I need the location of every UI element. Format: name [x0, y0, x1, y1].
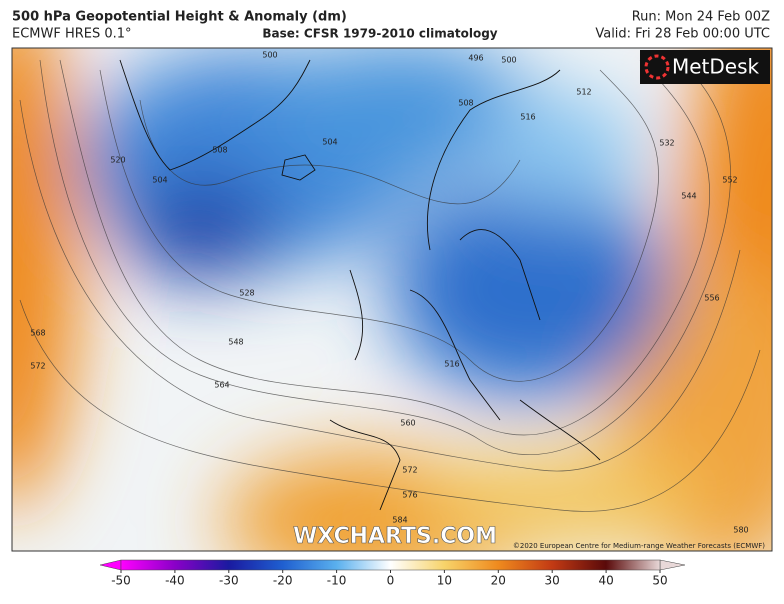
contour-label: 576: [402, 491, 417, 500]
colorbar-gradient: [120, 559, 661, 571]
map: 496 500 500 504 508 504 508 512 516 520 528 532 544 5…: [12, 48, 772, 551]
contour-label: 500: [262, 51, 277, 60]
contour-labels: 496 500 500 504 508 504 508 512 516 520 528 532 544 5…: [30, 51, 748, 535]
contour-label: 572: [402, 466, 417, 475]
contour-label: 508: [458, 99, 473, 108]
contour-label: 504: [152, 176, 167, 185]
contour-label: 520: [110, 156, 125, 165]
colorbar-tick-label: -10: [327, 574, 347, 588]
contour-label: 508: [212, 146, 227, 155]
contour-label: 560: [400, 419, 415, 428]
model: ECMWF HRES 0.1°: [12, 27, 132, 42]
colorbar-tick-label: 0: [387, 574, 395, 588]
contour-label: 556: [704, 294, 719, 303]
contour-label: 572: [30, 362, 45, 371]
colorbar-right-tip: [659, 559, 686, 571]
contour-label: 544: [681, 192, 696, 201]
run: Run: Mon 24 Feb 00Z: [632, 10, 770, 25]
colorbar-tick-label: -30: [219, 574, 239, 588]
logo-box: [640, 50, 770, 84]
contour-label: 512: [576, 88, 591, 97]
contour-label: 580: [733, 526, 748, 535]
colorbar-tick-label: -20: [273, 574, 293, 588]
contour-label: 504: [322, 138, 337, 147]
colorbar-tick-label: -40: [165, 574, 185, 588]
base: Base: CFSR 1979-2010 climatology: [262, 27, 497, 41]
colorbar: -50 -40 -30 -20 -10 0 10 20 30 40 50: [99, 559, 686, 588]
contour-label: 532: [659, 139, 674, 148]
colorbar-tick-label: 20: [491, 574, 506, 588]
colorbar-tick-label: -50: [111, 574, 131, 588]
contour-label: 568: [30, 329, 45, 338]
colorbar-tick-label: 10: [437, 574, 452, 588]
watermark: WXCHARTS.COM: [293, 524, 497, 549]
contour-label: 516: [520, 113, 535, 122]
valid: Valid: Fri 28 Feb 00:00 UTC: [595, 27, 770, 42]
title: 500 hPa Geopotential Height & Anomaly (d…: [12, 10, 347, 25]
contour-label: 552: [722, 176, 737, 185]
logo-icon: [644, 54, 670, 80]
contour-label: 500: [501, 56, 516, 65]
colorbar-left-tip: [99, 559, 122, 571]
contour-label: 564: [214, 381, 229, 390]
contour-label: 528: [239, 289, 254, 298]
contour-label: 516: [444, 360, 459, 369]
colorbar-tick-label: 50: [652, 574, 667, 588]
map-frame: [11, 47, 773, 552]
copyright: ©2020 European Centre for Medium-range W…: [513, 542, 765, 550]
colorbar-tick-label: 30: [545, 574, 560, 588]
contour-label: 548: [228, 338, 243, 347]
contour-label: 584: [392, 516, 407, 525]
contour-label: 496: [468, 54, 483, 63]
colorbar-tick-label: 40: [598, 574, 613, 588]
logo-text: MetDesk: [672, 55, 760, 79]
